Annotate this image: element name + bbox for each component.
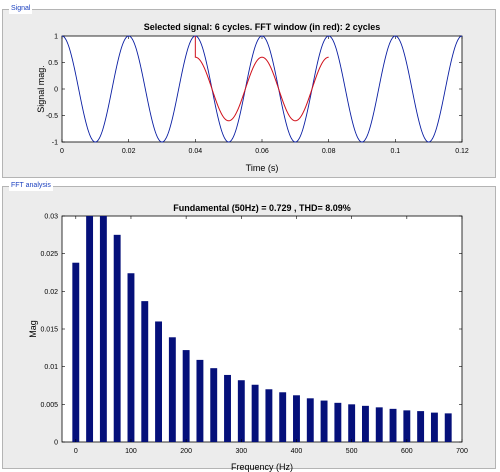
signal-panel-title: Signal [9,4,33,14]
fft-panel-title: FFT analysis [9,181,53,191]
fft-analysis-panel: FFT analysis [2,181,496,469]
signal-panel: Signal [2,4,496,178]
